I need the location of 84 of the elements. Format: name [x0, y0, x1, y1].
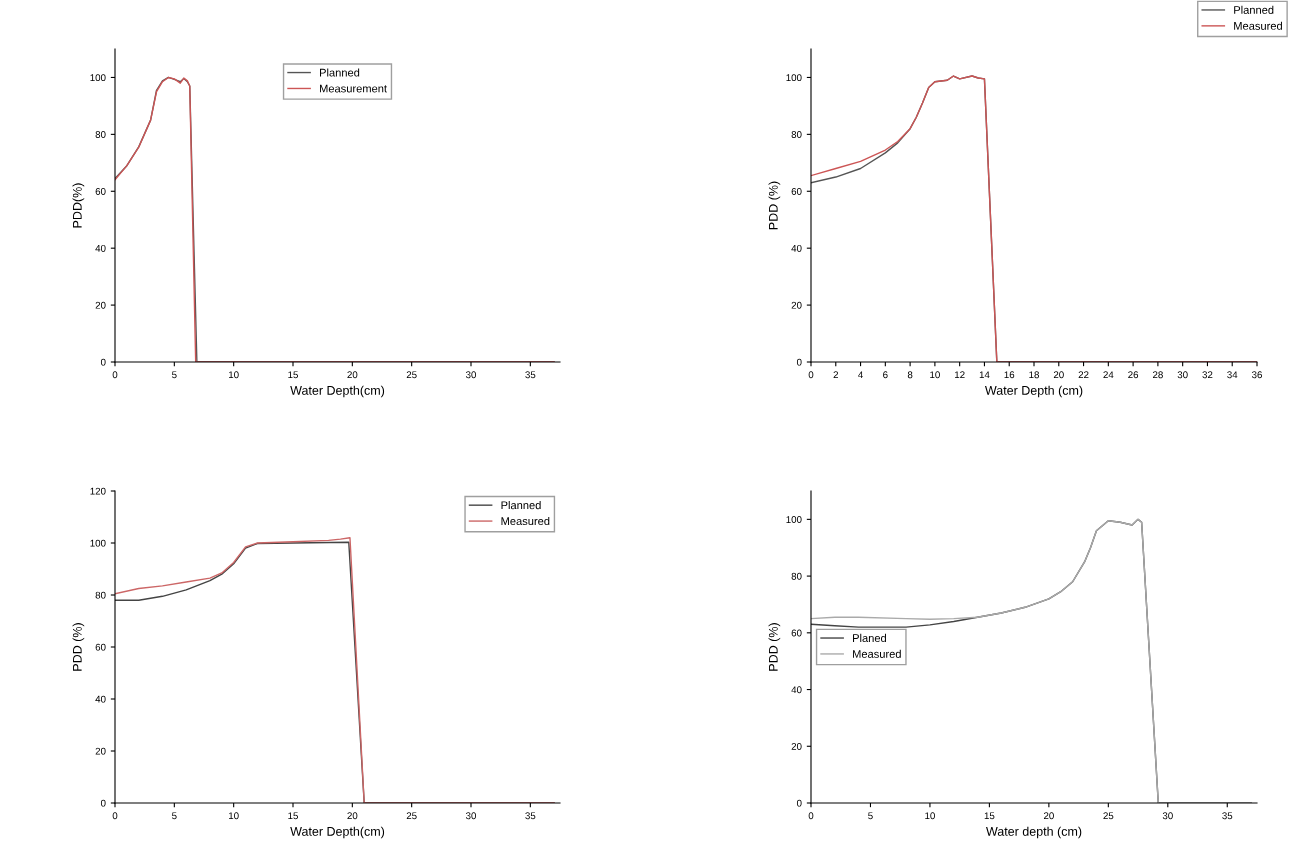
y-tick-label: 0	[796, 799, 802, 807]
y-tick-label: 40	[791, 686, 802, 694]
x-tick-label: 36	[1251, 371, 1262, 379]
x-tick-label: 32	[1202, 371, 1213, 379]
y-tick-label: 0	[100, 799, 106, 807]
y-tick-label: 60	[791, 629, 802, 637]
y-tick-label: 0	[796, 358, 802, 366]
y-tick-label: 60	[95, 188, 106, 195]
y-axis-title: PDD (%)	[72, 623, 85, 671]
y-tick-label: 20	[95, 747, 106, 755]
x-tick-label: 25	[406, 371, 417, 379]
legend-label: Planed	[853, 633, 886, 643]
x-tick-label: 34	[1227, 371, 1238, 379]
x-tick-label: 8	[907, 371, 913, 379]
x-tick-label: 30	[1177, 371, 1188, 379]
x-tick-label: 5	[172, 812, 177, 820]
x-axis-title: Water Depth (cm)	[984, 385, 1083, 398]
legend-label: Measured	[501, 516, 550, 526]
x-tick-label: 30	[1162, 812, 1173, 820]
x-tick-label: 35	[525, 371, 536, 379]
y-tick-label: 100	[90, 74, 106, 82]
x-tick-label: 35	[525, 812, 536, 820]
x-tick-label: 25	[1103, 812, 1114, 820]
y-tick-label: 100	[786, 74, 802, 82]
x-tick-label: 24	[1103, 371, 1114, 379]
y-tick-label: 40	[791, 244, 802, 252]
legend-label: Planned	[1234, 5, 1274, 14]
y-tick-label: 60	[95, 643, 106, 651]
x-tick-label: 0	[112, 371, 118, 379]
x-tick-label: 10	[930, 371, 940, 379]
y-tick-label: 40	[95, 695, 106, 703]
x-tick-label: 5	[172, 371, 177, 379]
x-axis-title: Water Depth(cm)	[290, 385, 385, 398]
x-tick-label: 15	[984, 812, 995, 820]
x-tick-label: 25	[406, 812, 417, 820]
legend-label: Measured	[1234, 21, 1282, 30]
legend-label: Measurement	[320, 84, 387, 93]
y-tick-label: 60	[791, 188, 802, 195]
x-tick-label: 15	[288, 371, 298, 379]
y-axis-title: PDD(%)	[72, 183, 85, 228]
legend-label: Planned	[501, 501, 541, 510]
x-tick-label: 10	[925, 812, 935, 820]
x-tick-label: 4	[858, 371, 863, 379]
x-tick-label: 10	[229, 371, 239, 379]
x-tick-label: 14	[979, 371, 990, 379]
y-axis-title: PDD (%)	[768, 623, 781, 671]
y-tick-label: 80	[791, 131, 802, 138]
x-tick-label: 35	[1222, 812, 1233, 820]
x-tick-label: 6	[883, 371, 888, 379]
x-tick-label: 20	[1043, 812, 1054, 820]
y-tick-label: 120	[90, 487, 106, 495]
x-tick-label: 15	[288, 812, 298, 820]
x-tick-label: 18	[1029, 371, 1039, 379]
y-tick-label: 100	[786, 516, 802, 523]
x-tick-label: 0	[808, 371, 814, 379]
x-tick-label: 0	[112, 812, 118, 820]
x-tick-label: 20	[347, 812, 358, 820]
x-tick-label: 20	[1053, 371, 1064, 379]
x-tick-label: 30	[465, 371, 477, 379]
y-tick-label: 20	[791, 301, 802, 309]
x-tick-label: 12	[955, 371, 965, 379]
x-tick-label: 22	[1078, 371, 1089, 379]
y-tick-label: 80	[791, 572, 802, 580]
x-tick-label: 2	[833, 371, 838, 379]
legend-label: Planned	[320, 68, 360, 77]
y-tick-label: 0	[100, 358, 106, 366]
x-tick-label: 10	[229, 812, 239, 820]
x-tick-label: 0	[808, 812, 814, 820]
y-tick-label: 20	[95, 301, 106, 309]
x-axis-title: Water depth (cm)	[986, 826, 1082, 839]
x-tick-label: 30	[465, 812, 477, 820]
x-tick-label: 20	[347, 371, 358, 379]
y-tick-label: 20	[791, 743, 802, 750]
x-tick-label: 16	[1004, 371, 1015, 379]
x-axis-title: Water Depth(cm)	[290, 826, 385, 839]
x-tick-label: 28	[1152, 371, 1163, 379]
y-axis-title: PDD (%)	[768, 181, 781, 230]
y-tick-label: 80	[95, 591, 106, 599]
y-tick-label: 40	[95, 244, 106, 252]
y-tick-label: 80	[95, 131, 106, 138]
x-tick-label: 5	[868, 812, 873, 820]
x-tick-label: 26	[1128, 371, 1139, 379]
y-tick-label: 100	[90, 539, 106, 547]
legend-label: Measured	[853, 649, 901, 658]
